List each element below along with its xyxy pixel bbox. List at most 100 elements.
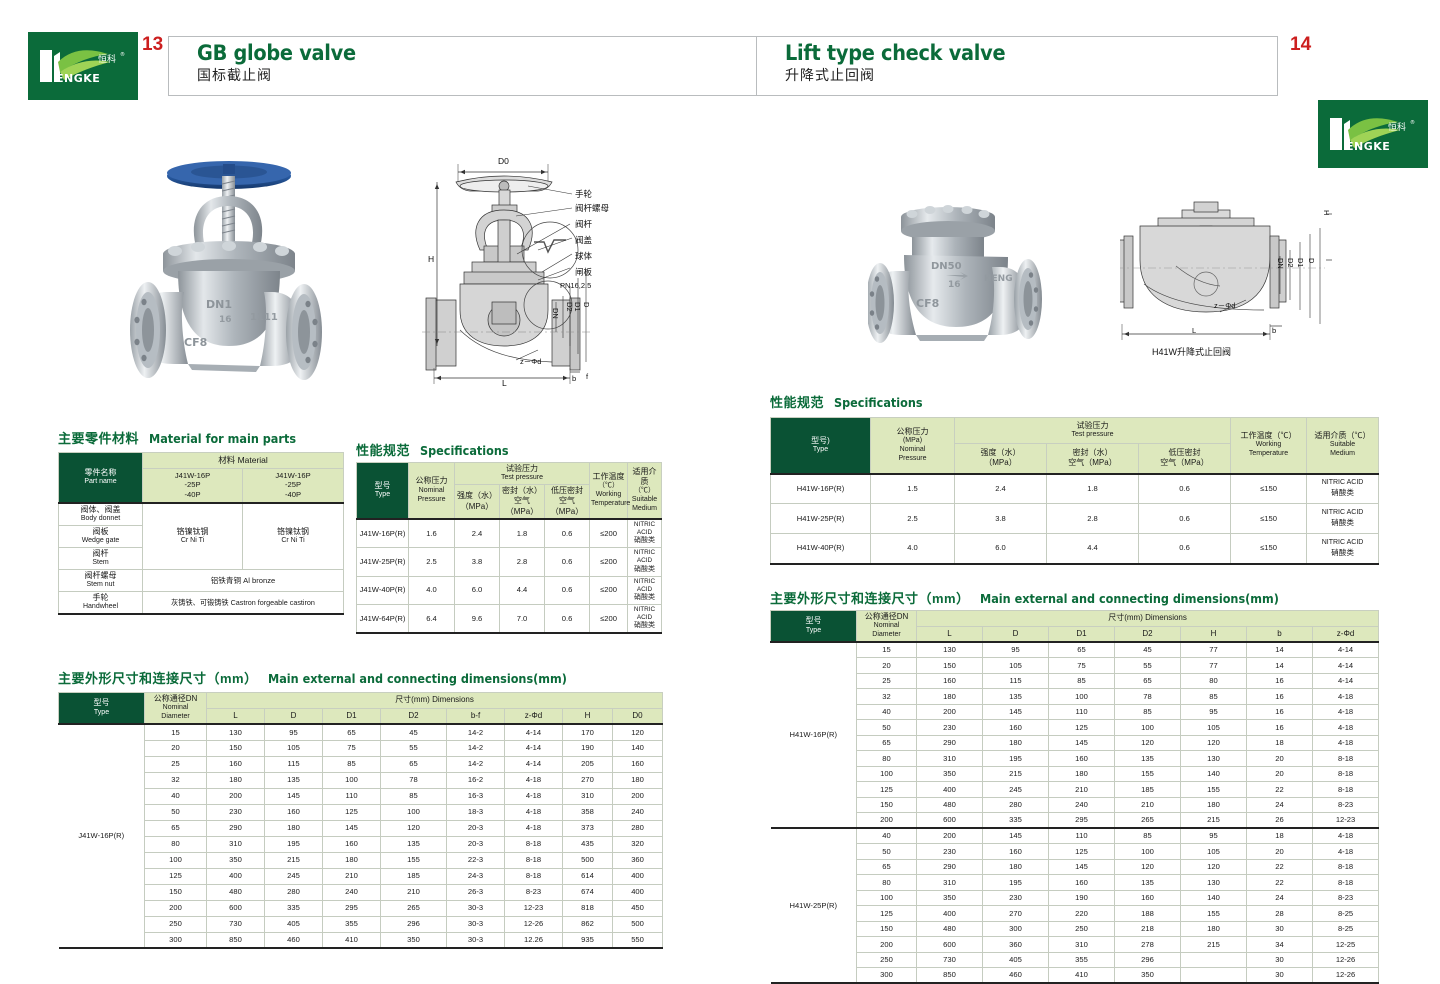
table-row: 65 290 180 145 120 120 22 8-18 [771,858,1380,876]
material-row-1-cn: 阀板 [92,526,109,536]
left-dim-dn: 300 [144,931,207,950]
material-cell-2-cn: 铬镍钛钢 [277,526,309,536]
right-dim-col-H: H [1180,625,1247,643]
drawing-label-stem: 阀杆 [575,219,593,229]
left-dim-L: 230 [206,803,265,821]
table-row: 阀杆螺母 Stem nut 铝铁青铜 Al bronze [58,569,344,593]
left-spec-medium-en: NITRIC ACID [633,605,656,622]
table-row: 80 310 195 160 135 20-3 8-18 435 320 [59,835,664,853]
right-dim-D: 105 [982,657,1049,674]
right-dim-b: 16 [1246,672,1313,690]
right-spec-lowseal: 0.6 [1137,503,1232,534]
right-dim-D2: 100 [1114,719,1181,736]
table-row: 阀杆 Stem [58,546,344,571]
left-dim-dn: 250 [144,915,207,933]
drawing-label-h: H [428,254,435,264]
left-spec-medium: NITRIC ACID 硝酸类 [627,547,663,577]
left-spec-title-en: Specifications [420,443,510,458]
right-dim-H: 85 [1180,688,1247,705]
drawing-label-gate: 闸板 [575,267,593,277]
right-dim-title-en: Main external and connecting dimensions(… [980,591,1279,606]
right-dim-dn: 125 [856,781,917,798]
left-dim-D0: 120 [611,723,664,741]
left-dim-col-L: L [206,707,265,725]
left-dim-col-dn-en: Nominal Diameter [161,704,190,721]
left-dim-H: 270 [562,771,613,789]
table-row: 50 230 160 125 100 105 20 4-18 [771,843,1380,860]
left-dim-D0: 240 [611,803,664,821]
right-dim-H: 77 [1180,657,1247,674]
left-spec-col-nominal-en: Nominal Pressure [417,486,446,503]
right-dim-table-title: 主要外形尺寸和连接尺寸（mm） Main external and connec… [770,588,1312,608]
drawing-label-f: f [586,372,589,381]
table-row: H41W-25P(R) 2.5 3.8 2.8 0.6 ≤150 NITRIC … [770,503,1380,534]
right-dim-D1: 240 [1048,796,1115,814]
left-spec-medium: NITRIC ACID 硝酸类 [627,575,663,605]
right-dim-z-Φd: 8-18 [1311,874,1380,891]
right-dim-dn: 15 [856,641,917,659]
right-dim-H: 215 [1180,812,1247,829]
right-dim-D2: 65 [1114,672,1181,690]
left-dim-D1: 240 [322,883,381,901]
left-dim-D0: 400 [611,883,664,901]
left-dim-b-f: 16-3 [446,787,505,805]
right-dim-D: 300 [982,920,1049,938]
left-spec-lowseal: 0.6 [543,603,591,635]
right-dim-col-D1: D1 [1048,625,1115,643]
right-dim-D2: 85 [1114,827,1181,845]
right-spec-col-lowseal: 低压密封 空气（MPa） [1137,443,1232,474]
material-cell-stemnut: 铝铁青铜 Al bronze [142,569,344,593]
right-spec-col-nominal-cn: 公称压力 [896,426,929,436]
right-dim-D: 145 [982,827,1049,845]
logo-right: 恒科 ® ENGKE [1318,100,1428,168]
left-spec-table-title: 性能规范 Specifications [356,440,519,460]
material-row-4-cn: 手轮 [92,593,109,603]
right-dim-D: 135 [982,688,1049,705]
right-dim-D2: 188 [1114,905,1181,922]
right-dim-D: 195 [982,750,1049,767]
left-dim-D1: 65 [322,723,381,741]
left-dim-D1: 355 [322,915,381,933]
left-spec-medium-cn: 硝酸类 [634,565,656,573]
page-title-right-cn: 升降式止回阀 [785,67,875,83]
left-dim-group-header: 尺寸(mm) Dimensions [205,692,664,709]
right-dim-col-dn-en: Nominal Diameter [872,622,901,639]
left-dim-D: 95 [264,723,323,741]
right-dim-D1: 210 [1048,781,1115,798]
left-dim-D0: 550 [611,931,664,950]
right-dim-H: 180 [1180,796,1247,814]
right-dim-col-zphid: z-Φd [1311,625,1380,643]
right-dim-z-Φd: 4-18 [1311,703,1380,721]
material-row-label: 手轮 Handwheel [58,591,143,616]
right-dim-D1: 160 [1048,874,1115,891]
right-dim-b: 20 [1246,765,1313,783]
material-cell-1-cn: 铬镍钛钢 [176,526,209,536]
globe-valve-technical-drawing: D0 H L b f z－Φd D D1 D2 DN 手轮 阀杆螺母 阀杆 阀盖… [420,150,670,390]
table-row: 32 180 135 100 78 16-2 4-18 270 180 [59,771,664,789]
svg-text:CF8: CF8 [916,297,939,310]
left-dim-z-Φd: 12-23 [504,899,563,917]
left-dim-D1: 410 [322,931,381,950]
material-title-cn: 主要零件材料 [58,431,140,446]
right-spec-type: H41W-40P(R) [770,533,871,565]
left-dim-H: 373 [562,819,613,837]
right-dim-b: 14 [1246,657,1313,674]
left-dim-D2: 78 [380,771,447,789]
left-spec-col-temp: 工作温度 （℃） Working Temperature [589,461,630,520]
left-spec-seal: 2.8 [499,547,545,577]
drawing-label-handwheel: 手轮 [575,189,593,199]
table-row: 200 600 335 295 265 30-3 12-23 818 450 [59,899,664,917]
right-spec-title-cn: 性能规范 [770,395,825,410]
right-dim-D: 460 [982,967,1049,984]
right-dim-dn: 300 [856,967,917,984]
right-dim-D: 195 [982,874,1049,891]
right-dim-dn: 50 [856,843,917,860]
left-spec-col-type-en: Type [374,491,391,499]
right-dim-z-Φd: 8-23 [1311,889,1380,907]
right-dim-D: 230 [982,889,1049,907]
right-dim-D2: 350 [1114,967,1181,984]
right-spec-strength: 2.4 [954,472,1047,504]
table-row: 100 350 215 180 155 140 20 8-18 [771,765,1380,783]
left-dim-L: 160 [206,755,265,773]
